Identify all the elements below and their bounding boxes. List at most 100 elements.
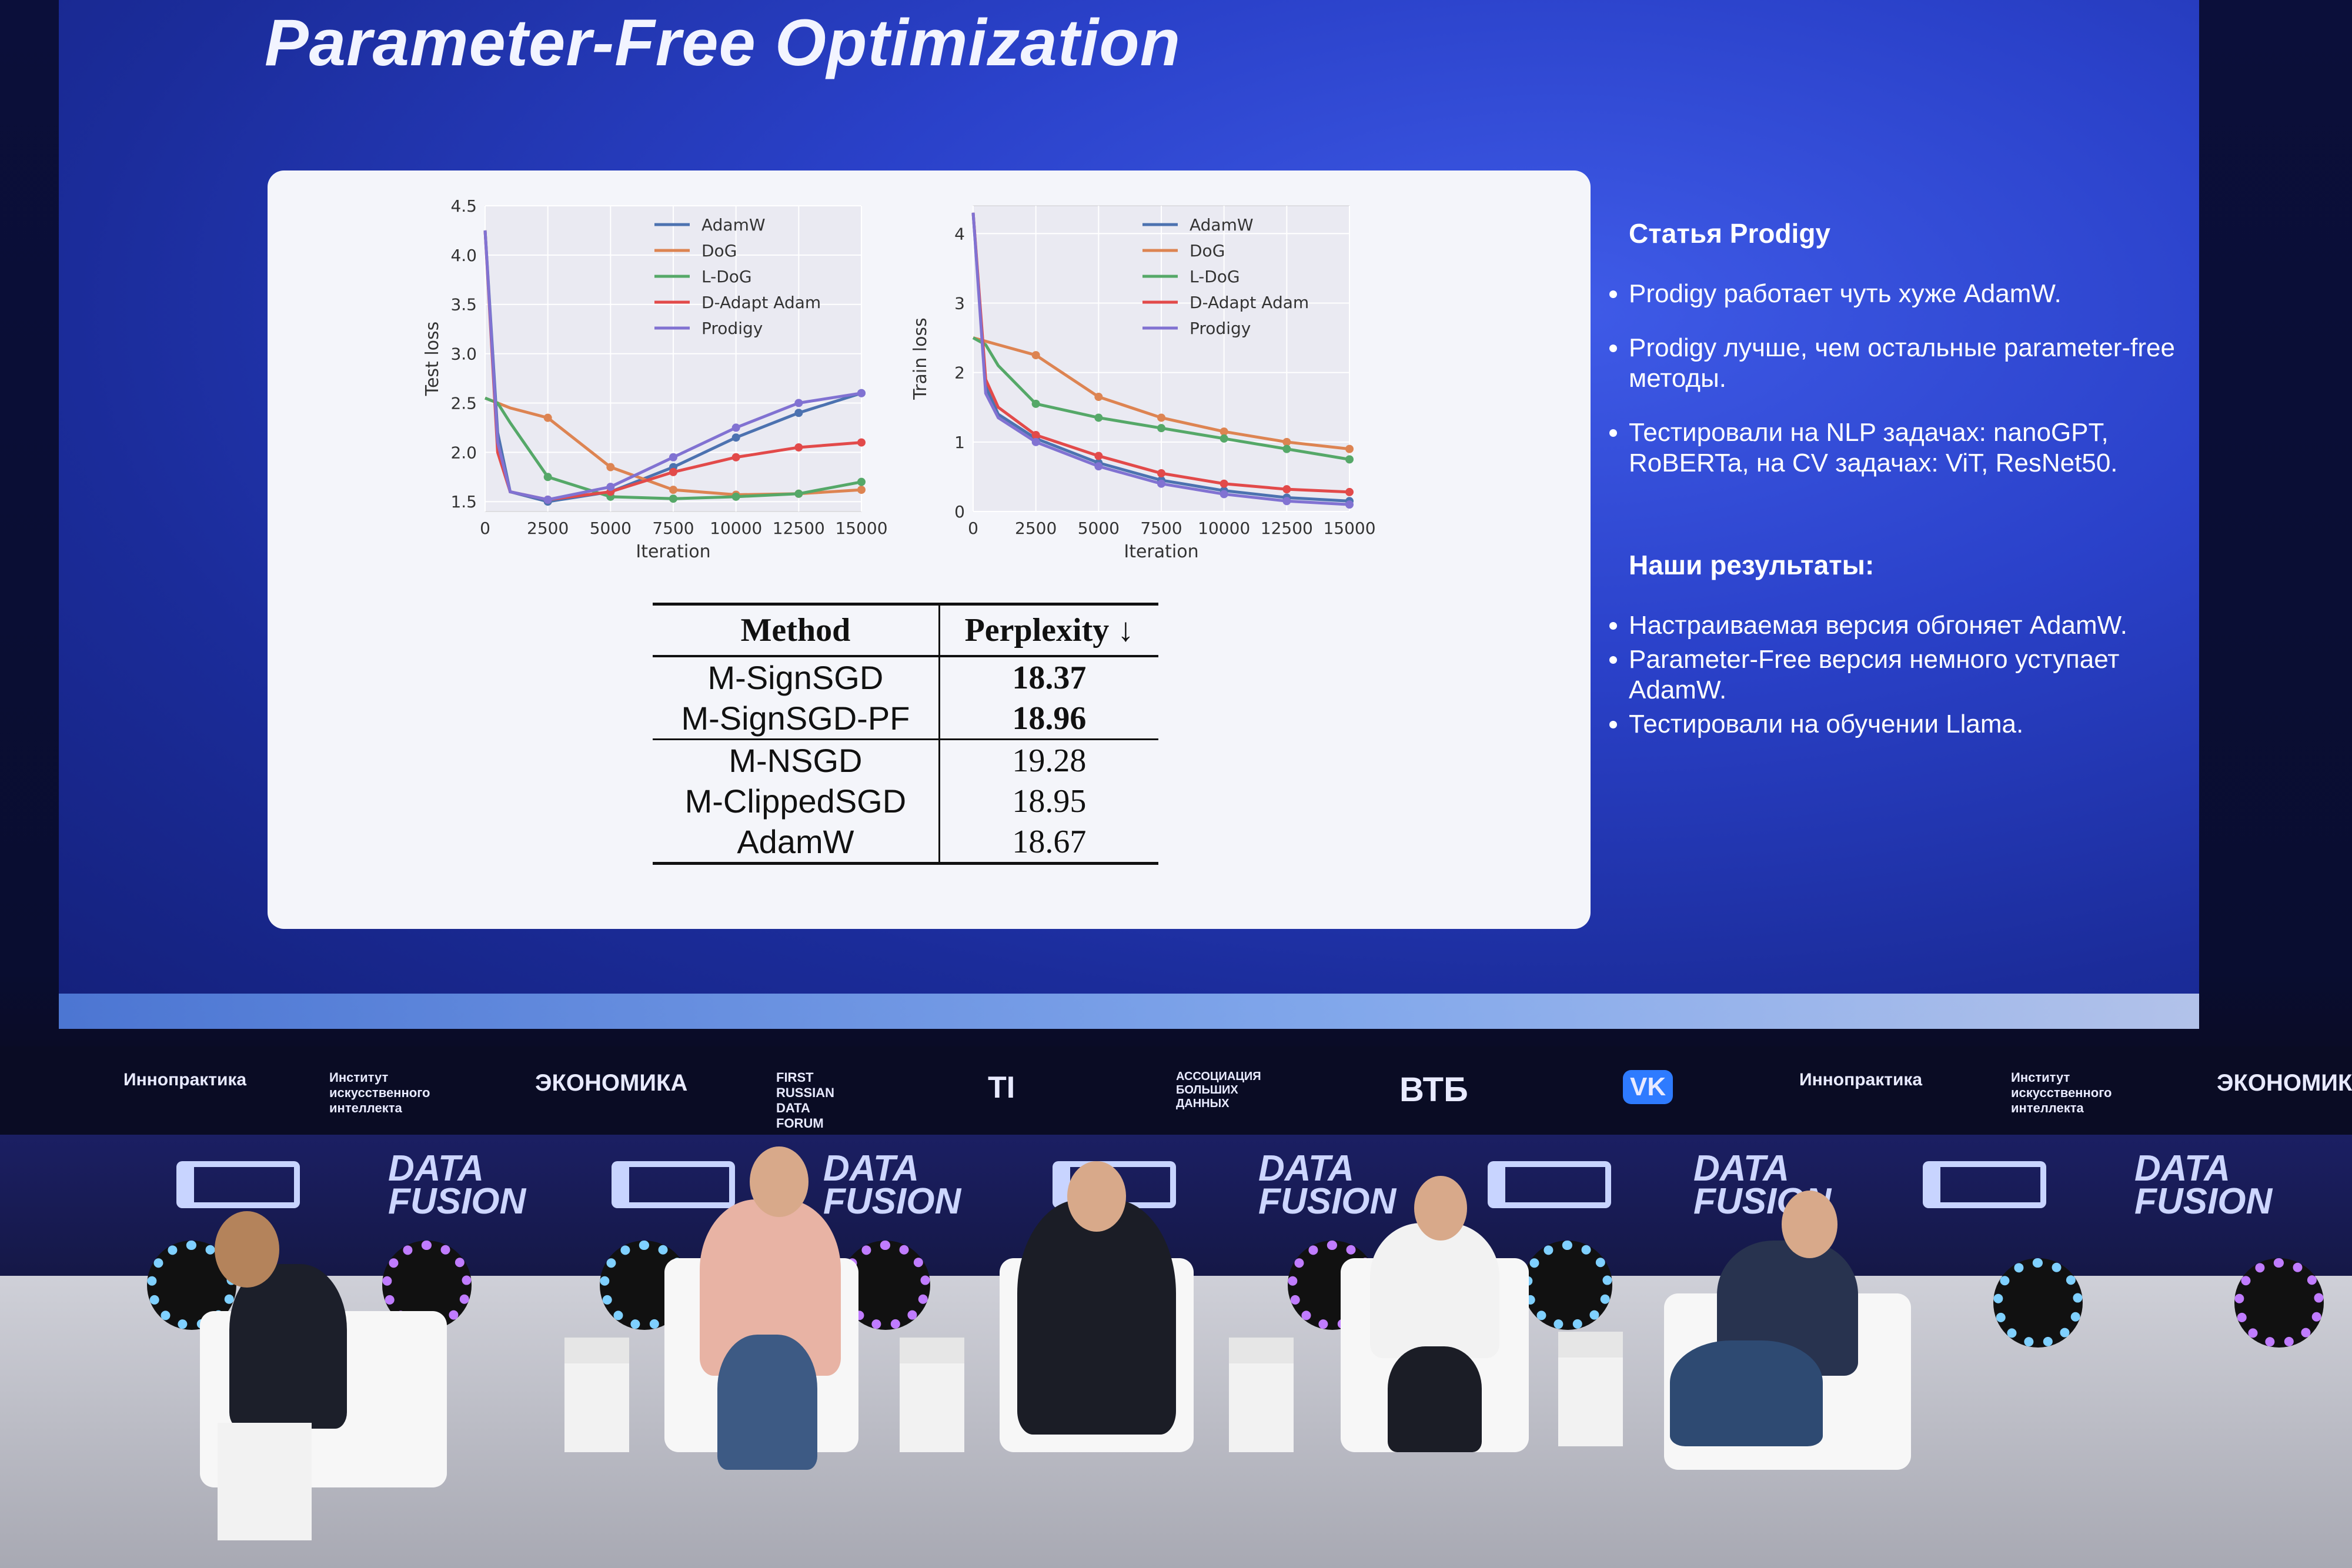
panelist-1 (229, 1264, 347, 1429)
list-item: Prodigy лучше, чем остальные parameter-f… (1629, 333, 2193, 394)
panelist-1-head (215, 1211, 279, 1288)
data-point (794, 443, 803, 452)
x-axis-label: Iteration (1124, 541, 1198, 562)
sponsor-strip: Иннопрактика Институт искусственного инт… (0, 1047, 2352, 1135)
panelist-3 (1017, 1199, 1176, 1435)
legend-entry: L-DoG (701, 267, 752, 286)
y-tick-label: 2 (954, 363, 965, 383)
sponsor-logo: ВТБ (1399, 1071, 1468, 1109)
perplexity-table: Method Perplexity ↓ M-SignSGD 18.37 M-Si… (653, 603, 1158, 865)
data-point (731, 423, 740, 432)
data-point (731, 453, 740, 462)
sponsor-logo: Институт искусственного интеллекта (329, 1070, 430, 1115)
list-item: Настраиваемая версия обгоняет AdamW. (1629, 610, 2193, 641)
stage-light (1993, 1258, 2083, 1348)
x-tick-label: 2500 (1015, 519, 1057, 538)
legend-entry: AdamW (1190, 215, 1254, 235)
data-point (857, 486, 866, 494)
side-table (564, 1346, 629, 1452)
data-point (543, 495, 552, 504)
data-point (1345, 444, 1354, 453)
list-item: Тестировали на NLP задачах: nanoGPT, RoB… (1629, 417, 2193, 479)
method-cell: M-ClippedSGD (684, 783, 907, 820)
data-point (543, 413, 552, 422)
sponsor-logo: АССОЦИАЦИЯ БОЛЬШИХ ДАННЫХ (1176, 1070, 1261, 1110)
data-point (669, 486, 677, 494)
legend-entry: Prodigy (1190, 319, 1251, 338)
sponsor-logo: Институт искусственного интеллекта (2011, 1070, 2112, 1115)
sponsor-logo: ТI (988, 1071, 1015, 1105)
data-point (1220, 434, 1228, 443)
y-tick-label: 4.0 (450, 246, 477, 265)
data-point (1282, 497, 1291, 506)
list-item: Prodigy работает чуть хуже AdamW. (1629, 279, 2193, 309)
data-point (543, 473, 552, 482)
x-tick-label: 10000 (710, 519, 762, 538)
legend-entry: Prodigy (701, 319, 763, 338)
data-point (1345, 455, 1354, 464)
sponsor-logo: ЭКОНОМИКА (535, 1070, 688, 1096)
data-point (1094, 462, 1103, 471)
table-row: M-ClippedSGD 18.95 (653, 781, 1158, 821)
side-table (218, 1423, 312, 1540)
method-cell: M-SignSGD (707, 659, 884, 696)
legend-entry: AdamW (701, 215, 766, 235)
data-point (1094, 393, 1103, 401)
data-point (1094, 452, 1103, 460)
x-tick-label: 0 (968, 519, 978, 538)
method-cell: M-NSGD (653, 738, 940, 781)
data-fusion-logo: DATA FUSION (2134, 1148, 2273, 1222)
name-card (1229, 1338, 1294, 1363)
perplexity-cell: 19.28 (938, 738, 1158, 781)
y-tick-label: 0 (954, 502, 965, 521)
header-method: Method (653, 603, 940, 657)
notes-heading-results: Наши результаты: (1629, 550, 1875, 580)
side-table (900, 1346, 964, 1452)
data-point (1282, 485, 1291, 494)
data-point (794, 489, 803, 498)
slide-content-panel: 0 2500 5000 7500 10000 12500 15000 1.5 2.0 2.5 3.0… (268, 170, 1591, 929)
data-fusion-logo: DATA FUSION (823, 1148, 961, 1222)
x-tick-label: 5000 (1078, 519, 1120, 538)
led-screen: Parameter-Free Optimization 0 2500 5000 750… (59, 0, 2199, 1029)
y-axis-label: Train loss (910, 317, 931, 400)
notes-list-prodigy: Prodigy работает чуть хуже AdamW. Prodig… (1605, 279, 2193, 479)
x-tick-label: 5000 (590, 519, 632, 538)
y-tick-label: 1.5 (450, 492, 477, 511)
panelist-4 (1370, 1223, 1499, 1358)
stage-light (2234, 1258, 2324, 1348)
table-row: M-SignSGD 18.37 (653, 656, 1158, 698)
data-fusion-logo-mark (1488, 1161, 1611, 1208)
data-point (1282, 444, 1291, 453)
data-point (669, 494, 677, 503)
data-point (1345, 487, 1354, 496)
name-card (900, 1338, 964, 1363)
legend-entry: D-Adapt Adam (1190, 293, 1309, 312)
table-row: M-SignSGD-PF 18.96 (653, 698, 1158, 740)
table-row: AdamW 18.67 (653, 821, 1158, 865)
data-point (1157, 424, 1165, 433)
data-fusion-logo: DATA FUSION (1258, 1148, 1396, 1222)
x-tick-label: 7500 (652, 519, 694, 538)
y-axis-label: Test loss (422, 322, 443, 397)
data-fusion-logo-mark (176, 1161, 300, 1208)
data-point (1031, 351, 1040, 360)
data-point (731, 433, 740, 442)
train-loss-chart-svg: 0 2500 5000 7500 10000 12500 15000 0 1 2 3 4 Iterati… (910, 205, 1376, 562)
x-tick-label: 15000 (835, 519, 887, 538)
data-point (794, 409, 803, 417)
x-tick-label: 15000 (1323, 519, 1375, 538)
y-tick-label: 4 (954, 224, 965, 243)
perplexity-cell: 18.37 (938, 656, 1158, 698)
perplexity-cell: 18.67 (938, 821, 1158, 865)
panelist-3-head (1067, 1161, 1126, 1232)
vk-logo: VK (1623, 1070, 1673, 1104)
panelist-2-jeans (717, 1335, 817, 1470)
data-point (1094, 413, 1103, 422)
panelist-4-trousers (1388, 1346, 1482, 1452)
method-cell: AdamW (653, 821, 940, 865)
data-point (731, 492, 740, 501)
data-point (1220, 479, 1228, 488)
data-point (606, 463, 615, 472)
